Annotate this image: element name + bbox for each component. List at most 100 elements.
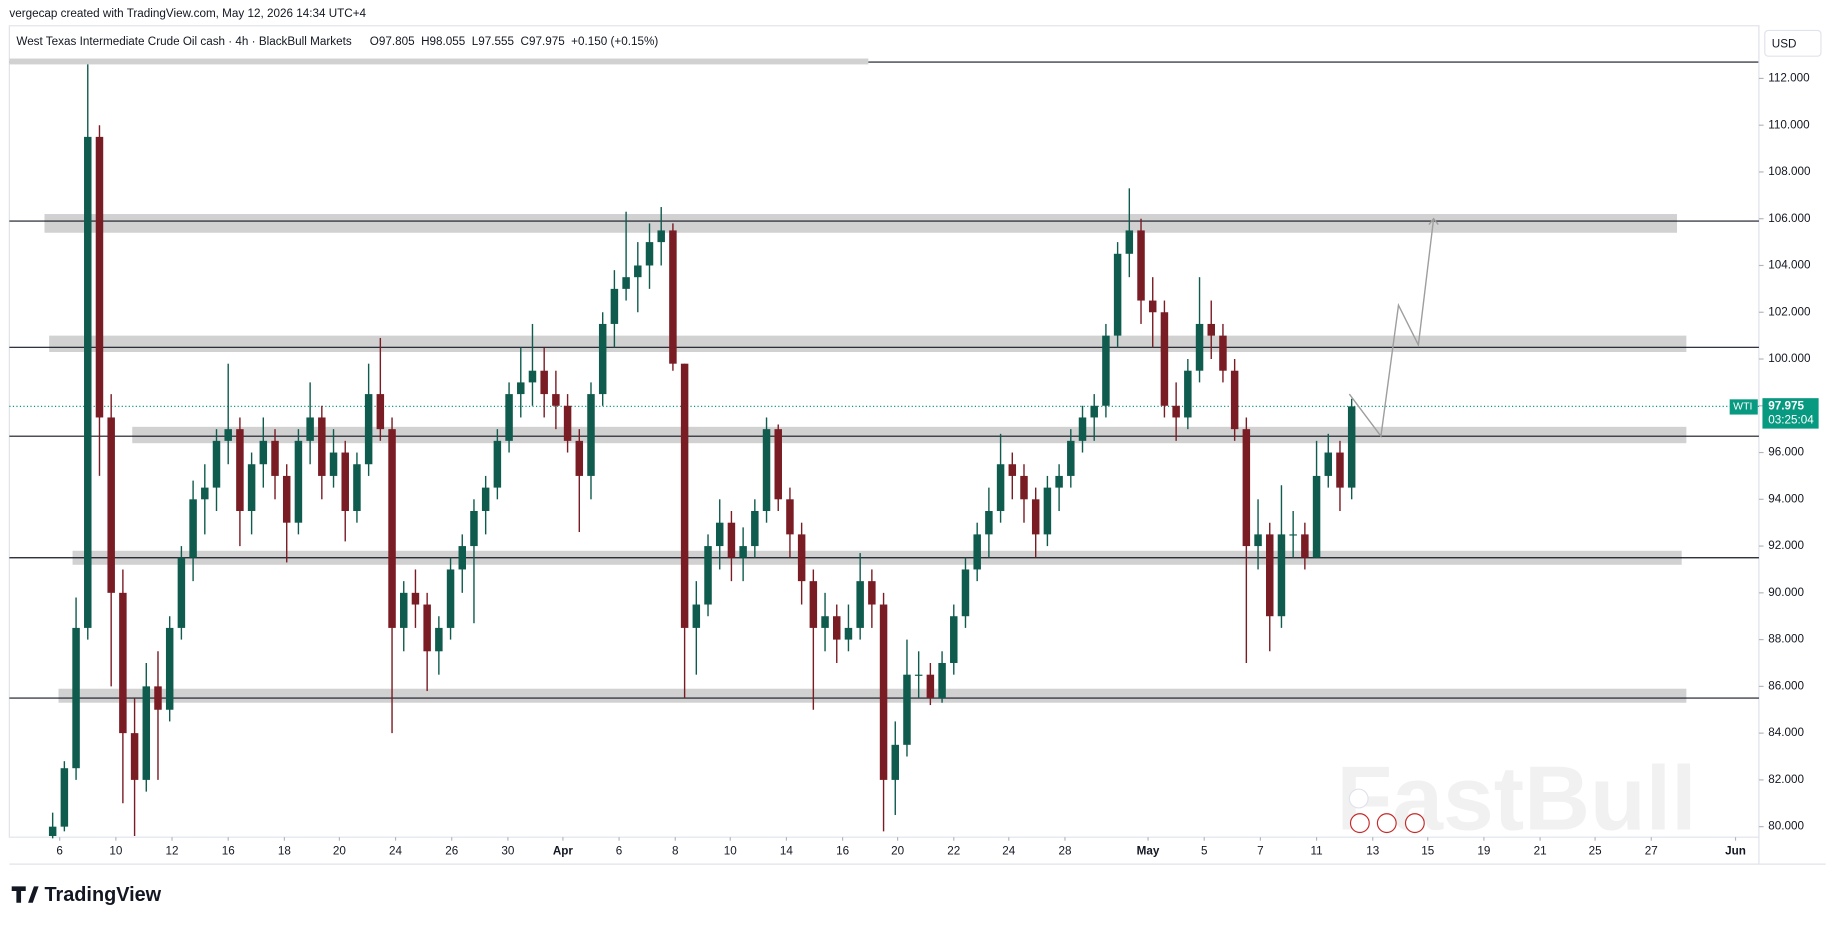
x-tick-label: 24	[1002, 844, 1015, 857]
candle-body	[903, 674, 911, 745]
candle-body	[388, 429, 396, 628]
candle-body	[1148, 300, 1157, 313]
candle-body	[435, 627, 443, 652]
x-tick-label: 28	[1058, 844, 1071, 857]
candle-body	[95, 136, 104, 418]
candle-body	[470, 510, 478, 547]
icon	[1348, 788, 1369, 809]
candle-body	[680, 363, 689, 628]
candle-body	[142, 686, 151, 780]
candle-body	[481, 487, 490, 511]
candle-body	[1195, 323, 1204, 371]
candle-body	[364, 394, 373, 465]
candle-body	[739, 546, 747, 558]
candle-body	[1324, 452, 1333, 476]
y-tick-label: 100.000	[1768, 352, 1811, 365]
x-tick-label: Jun	[1725, 844, 1746, 857]
ohlc: O97.805 H98.055 L97.555 C97.975 +0.150 (…	[370, 35, 659, 48]
candle-body	[1125, 230, 1134, 254]
y-tick-label: 102.000	[1768, 305, 1811, 318]
x-tick-label: 11	[1310, 844, 1322, 857]
y-tick-label: 106.000	[1768, 212, 1811, 225]
candle-body	[1055, 475, 1063, 488]
x-tick-label: 5	[1201, 844, 1208, 857]
candle-body	[411, 592, 420, 605]
candle-body	[130, 733, 139, 780]
x-tick-label: 25	[1589, 844, 1602, 857]
candle-body	[1266, 534, 1274, 617]
candle-body	[762, 429, 771, 511]
candle-body	[692, 604, 701, 628]
candle-body	[236, 429, 244, 511]
candle-body	[610, 288, 619, 324]
candle-body	[1020, 475, 1028, 500]
candle-body	[634, 265, 642, 278]
y-tick-label: 80.000	[1768, 820, 1804, 833]
x-tick-label: 6	[616, 844, 623, 857]
candle-body	[1230, 370, 1239, 430]
currency-box[interactable]	[1764, 29, 1822, 57]
candle-body	[985, 510, 993, 535]
x-tick-label: 27	[1645, 844, 1658, 857]
watermark-group: FastBull	[1336, 748, 1696, 850]
candle-body	[575, 440, 584, 476]
candle-body	[177, 557, 186, 628]
candle-body	[540, 370, 548, 395]
candle-body	[961, 569, 970, 617]
candle-body	[657, 230, 665, 243]
candle-body	[353, 464, 361, 511]
x-tick-label: May	[1137, 844, 1160, 857]
candle-body	[224, 429, 232, 441]
projection	[1348, 218, 1435, 438]
candle-body	[294, 440, 303, 523]
candle-body	[774, 429, 782, 500]
candle-body	[1242, 429, 1251, 547]
candle-body	[212, 440, 221, 488]
candle-body	[165, 627, 174, 710]
x-tick-label: 24	[389, 844, 402, 857]
y-tick-label: 94.000	[1768, 492, 1804, 505]
y-tick-label: 110.000	[1768, 118, 1810, 131]
x-tick-label: 16	[836, 844, 849, 857]
candle-body	[306, 417, 314, 441]
candle-body	[938, 662, 946, 699]
candle-body	[1008, 464, 1017, 476]
x-tick-label: 13	[1366, 844, 1379, 857]
x-tick-label: Apr	[553, 844, 574, 857]
candle-body	[751, 510, 759, 547]
candle-body	[119, 592, 127, 734]
candle-body	[154, 686, 162, 710]
symbol-title: West Texas Intermediate Crude Oil cash ·…	[16, 35, 351, 48]
candle-body	[669, 230, 677, 364]
candle-body	[84, 136, 92, 628]
x-tick-label: 6	[56, 844, 63, 857]
candle-body	[493, 440, 502, 488]
candle-body	[259, 440, 268, 465]
currency[interactable]: USD	[1772, 38, 1797, 51]
brand: TradingView	[44, 884, 161, 906]
candle-body	[973, 534, 981, 570]
candle-body	[1219, 335, 1227, 371]
x-tick-label: 15	[1421, 844, 1434, 857]
projection-arrow	[1428, 217, 1439, 226]
y-tick-label: 90.000	[1768, 586, 1804, 599]
zone	[132, 426, 1687, 444]
candle-body	[715, 522, 724, 547]
x-tick-label: 7	[1257, 844, 1264, 857]
candle-body	[1207, 323, 1215, 336]
candle-body	[587, 394, 595, 476]
x-tick-label: 20	[891, 844, 904, 857]
candle-body	[60, 768, 69, 827]
y-tick-label: 82.000	[1768, 773, 1804, 786]
icon	[1349, 813, 1370, 834]
candle-body	[914, 674, 923, 676]
candle-body	[341, 452, 349, 511]
x-tick-label: 30	[501, 844, 514, 857]
candle-body	[1289, 534, 1297, 536]
candle-body	[1113, 253, 1122, 336]
x-tick-label: 21	[1534, 844, 1547, 857]
zone	[49, 335, 1687, 352]
